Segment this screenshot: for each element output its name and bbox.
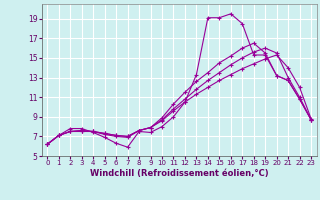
- X-axis label: Windchill (Refroidissement éolien,°C): Windchill (Refroidissement éolien,°C): [90, 169, 268, 178]
